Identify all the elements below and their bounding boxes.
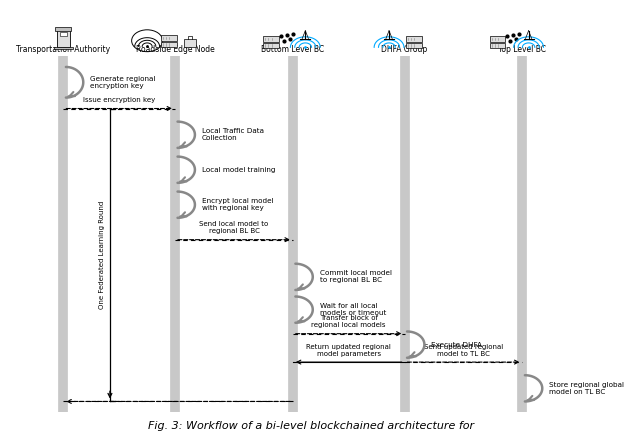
Bar [54,47,73,49]
Text: One Federated Learning Round: One Federated Learning Round [99,201,106,309]
Bar [55,27,72,31]
Text: Top Level BC: Top Level BC [499,45,547,54]
Text: Fig. 3: Workflow of a bi-level blockchained architecture for: Fig. 3: Workflow of a bi-level blockchai… [148,421,475,431]
Text: Encrypt local model
with regional key: Encrypt local model with regional key [202,198,273,211]
Text: Send local model to
regional BL BC: Send local model to regional BL BC [199,221,269,235]
Bar [161,36,177,41]
Bar [60,32,67,37]
Text: DHFA Group: DHFA Group [381,45,428,54]
Text: Local model training: Local model training [202,167,275,173]
Text: Send updated regional
model to TL BC: Send updated regional model to TL BC [424,344,503,357]
Text: Execute DHFA: Execute DHFA [431,341,482,348]
Bar [161,42,177,47]
Text: Return updated regional
model parameters: Return updated regional model parameters [307,344,391,357]
Bar [264,37,279,42]
Text: Commit local model
to regional BL BC: Commit local model to regional BL BC [319,270,392,283]
Bar [406,37,422,42]
Text: Issue encryption key: Issue encryption key [83,97,156,103]
Text: Generate regional
encryption key: Generate regional encryption key [90,76,156,89]
Text: Store regional global
model on TL BC: Store regional global model on TL BC [549,382,624,395]
Text: Bottom Level BC: Bottom Level BC [261,45,324,54]
Text: Transportation Authority: Transportation Authority [17,45,111,54]
Bar [490,37,506,42]
Text: Local Traffic Data
Collection: Local Traffic Data Collection [202,128,264,141]
Text: Roadside Edge Node: Roadside Edge Node [136,45,214,54]
Bar [57,30,70,47]
Bar [184,39,196,47]
Bar [490,43,506,48]
Text: Wait for all local
models or timeout: Wait for all local models or timeout [319,303,386,316]
Text: Transfer block of
regional local models: Transfer block of regional local models [312,315,386,328]
Bar [406,43,422,48]
Bar [264,43,279,48]
